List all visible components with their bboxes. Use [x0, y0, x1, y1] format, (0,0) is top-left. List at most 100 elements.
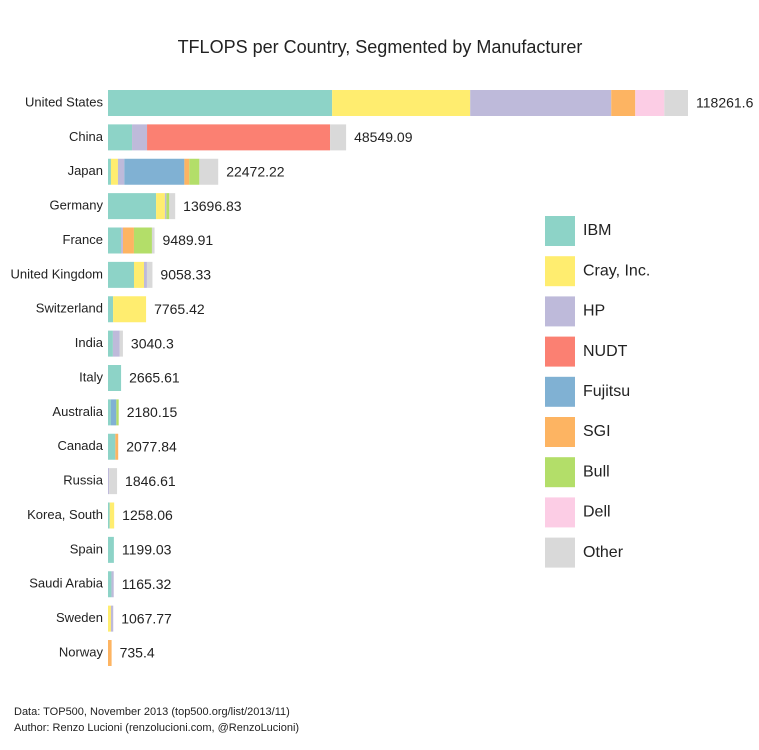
- bar-segment: [116, 399, 119, 426]
- bar-segment: [108, 502, 110, 529]
- total-label: 118261.6: [696, 95, 754, 111]
- total-label: 1199.03: [122, 542, 172, 558]
- bar-segment: [156, 193, 165, 220]
- bar-segment: [112, 330, 120, 357]
- total-label: 1067.77: [121, 610, 172, 626]
- y-tick-label: Japan: [68, 163, 103, 178]
- total-label: 7765.42: [154, 301, 205, 317]
- total-label: 2665.61: [129, 370, 180, 386]
- bar-segment: [184, 158, 190, 185]
- total-label: 735.4: [120, 645, 155, 661]
- bar-segment: [143, 261, 147, 288]
- legend-label: NUDT: [583, 343, 628, 360]
- legend-swatch: [545, 497, 575, 528]
- total-label: 22472.22: [226, 163, 285, 179]
- bar-segment: [120, 227, 123, 254]
- y-tick-label: Italy: [79, 369, 103, 384]
- bar-segment: [108, 193, 157, 220]
- y-tick-label: India: [75, 335, 104, 350]
- legend-swatch: [545, 216, 575, 246]
- total-label: 13696.83: [183, 198, 242, 214]
- y-tick-label: Canada: [57, 438, 103, 453]
- legend-label: HP: [583, 303, 605, 320]
- bar-segment: [122, 227, 134, 254]
- legend-label: Other: [583, 544, 624, 561]
- legend-label: Dell: [583, 504, 611, 521]
- bar-segment: [110, 158, 118, 185]
- author-note: Author: Renzo Lucioni (renzolucioni.com,…: [14, 722, 299, 734]
- legend-label: IBM: [583, 222, 611, 239]
- bar-segment: [635, 90, 665, 116]
- y-tick-label: United Kingdom: [11, 266, 104, 281]
- bar-segment: [108, 296, 114, 323]
- total-label: 2077.84: [126, 438, 177, 454]
- total-label: 48549.09: [354, 129, 413, 145]
- bar-segment: [108, 261, 134, 288]
- bar-segment: [332, 90, 471, 116]
- bar-segment: [164, 193, 167, 220]
- bar-segment: [108, 571, 112, 598]
- bar-segment: [108, 365, 122, 391]
- y-tick-label: Germany: [50, 198, 104, 213]
- bar-segment: [108, 158, 111, 185]
- y-tick-label: Australia: [52, 404, 103, 419]
- total-label: 9058.33: [160, 267, 211, 283]
- legend-label: Fujitsu: [583, 383, 630, 400]
- legend-label: Cray, Inc.: [583, 262, 650, 279]
- bar-segment: [111, 571, 114, 598]
- bar-segment: [132, 124, 148, 151]
- total-label: 9489.91: [163, 232, 214, 248]
- bar-segment: [133, 261, 144, 288]
- legend-swatch: [545, 537, 575, 568]
- bar-segment: [109, 468, 118, 495]
- legend-swatch: [545, 376, 575, 407]
- chart-title: TFLOPS per Country, Segmented by Manufac…: [178, 37, 583, 57]
- bar-segment: [169, 193, 176, 220]
- y-tick-label: Korea, South: [27, 507, 103, 522]
- y-tick-label: China: [69, 129, 104, 144]
- bar-segment: [108, 399, 111, 426]
- bar-segment: [108, 433, 116, 460]
- y-tick-label: France: [63, 232, 103, 247]
- bar-segment: [108, 536, 114, 563]
- bar-segment: [110, 605, 114, 632]
- bar-segment: [110, 399, 117, 426]
- bar-segment: [115, 433, 119, 460]
- bar-segment: [108, 90, 333, 116]
- bar-segment: [108, 605, 111, 632]
- source-note: Data: TOP500, November 2013 (top500.org/…: [14, 706, 290, 718]
- total-label: 1258.06: [122, 507, 173, 523]
- y-tick-label: Russia: [63, 473, 104, 488]
- bar-segment: [199, 158, 219, 185]
- bar-segment: [124, 158, 185, 185]
- legend-label: Bull: [583, 463, 610, 480]
- bar-segment: [108, 124, 133, 151]
- bar-segment: [108, 640, 112, 666]
- bar-segment: [189, 158, 200, 185]
- bar-segment: [119, 330, 123, 357]
- bar-segment: [166, 193, 170, 220]
- bar-segment: [147, 124, 331, 151]
- total-label: 3040.3: [131, 335, 174, 351]
- bar-segment: [330, 124, 347, 151]
- bar-segment: [146, 261, 153, 288]
- bar-segment: [611, 90, 636, 116]
- bar-segment: [109, 502, 115, 529]
- y-tick-label: Switzerland: [36, 301, 103, 316]
- bar-segment: [108, 468, 110, 495]
- legend-swatch: [545, 417, 575, 447]
- legend-swatch: [545, 457, 575, 488]
- y-tick-label: Spain: [70, 541, 103, 556]
- bar-segment: [113, 296, 147, 323]
- bar-segment: [133, 227, 152, 254]
- y-tick-label: Norway: [59, 644, 104, 659]
- legend-swatch: [545, 296, 575, 327]
- legend-swatch: [545, 256, 575, 287]
- legend-swatch: [545, 336, 575, 367]
- bar-segment: [117, 158, 125, 185]
- total-label: 2180.15: [127, 404, 178, 420]
- bar-segment: [108, 227, 121, 254]
- bar-segment: [151, 227, 155, 254]
